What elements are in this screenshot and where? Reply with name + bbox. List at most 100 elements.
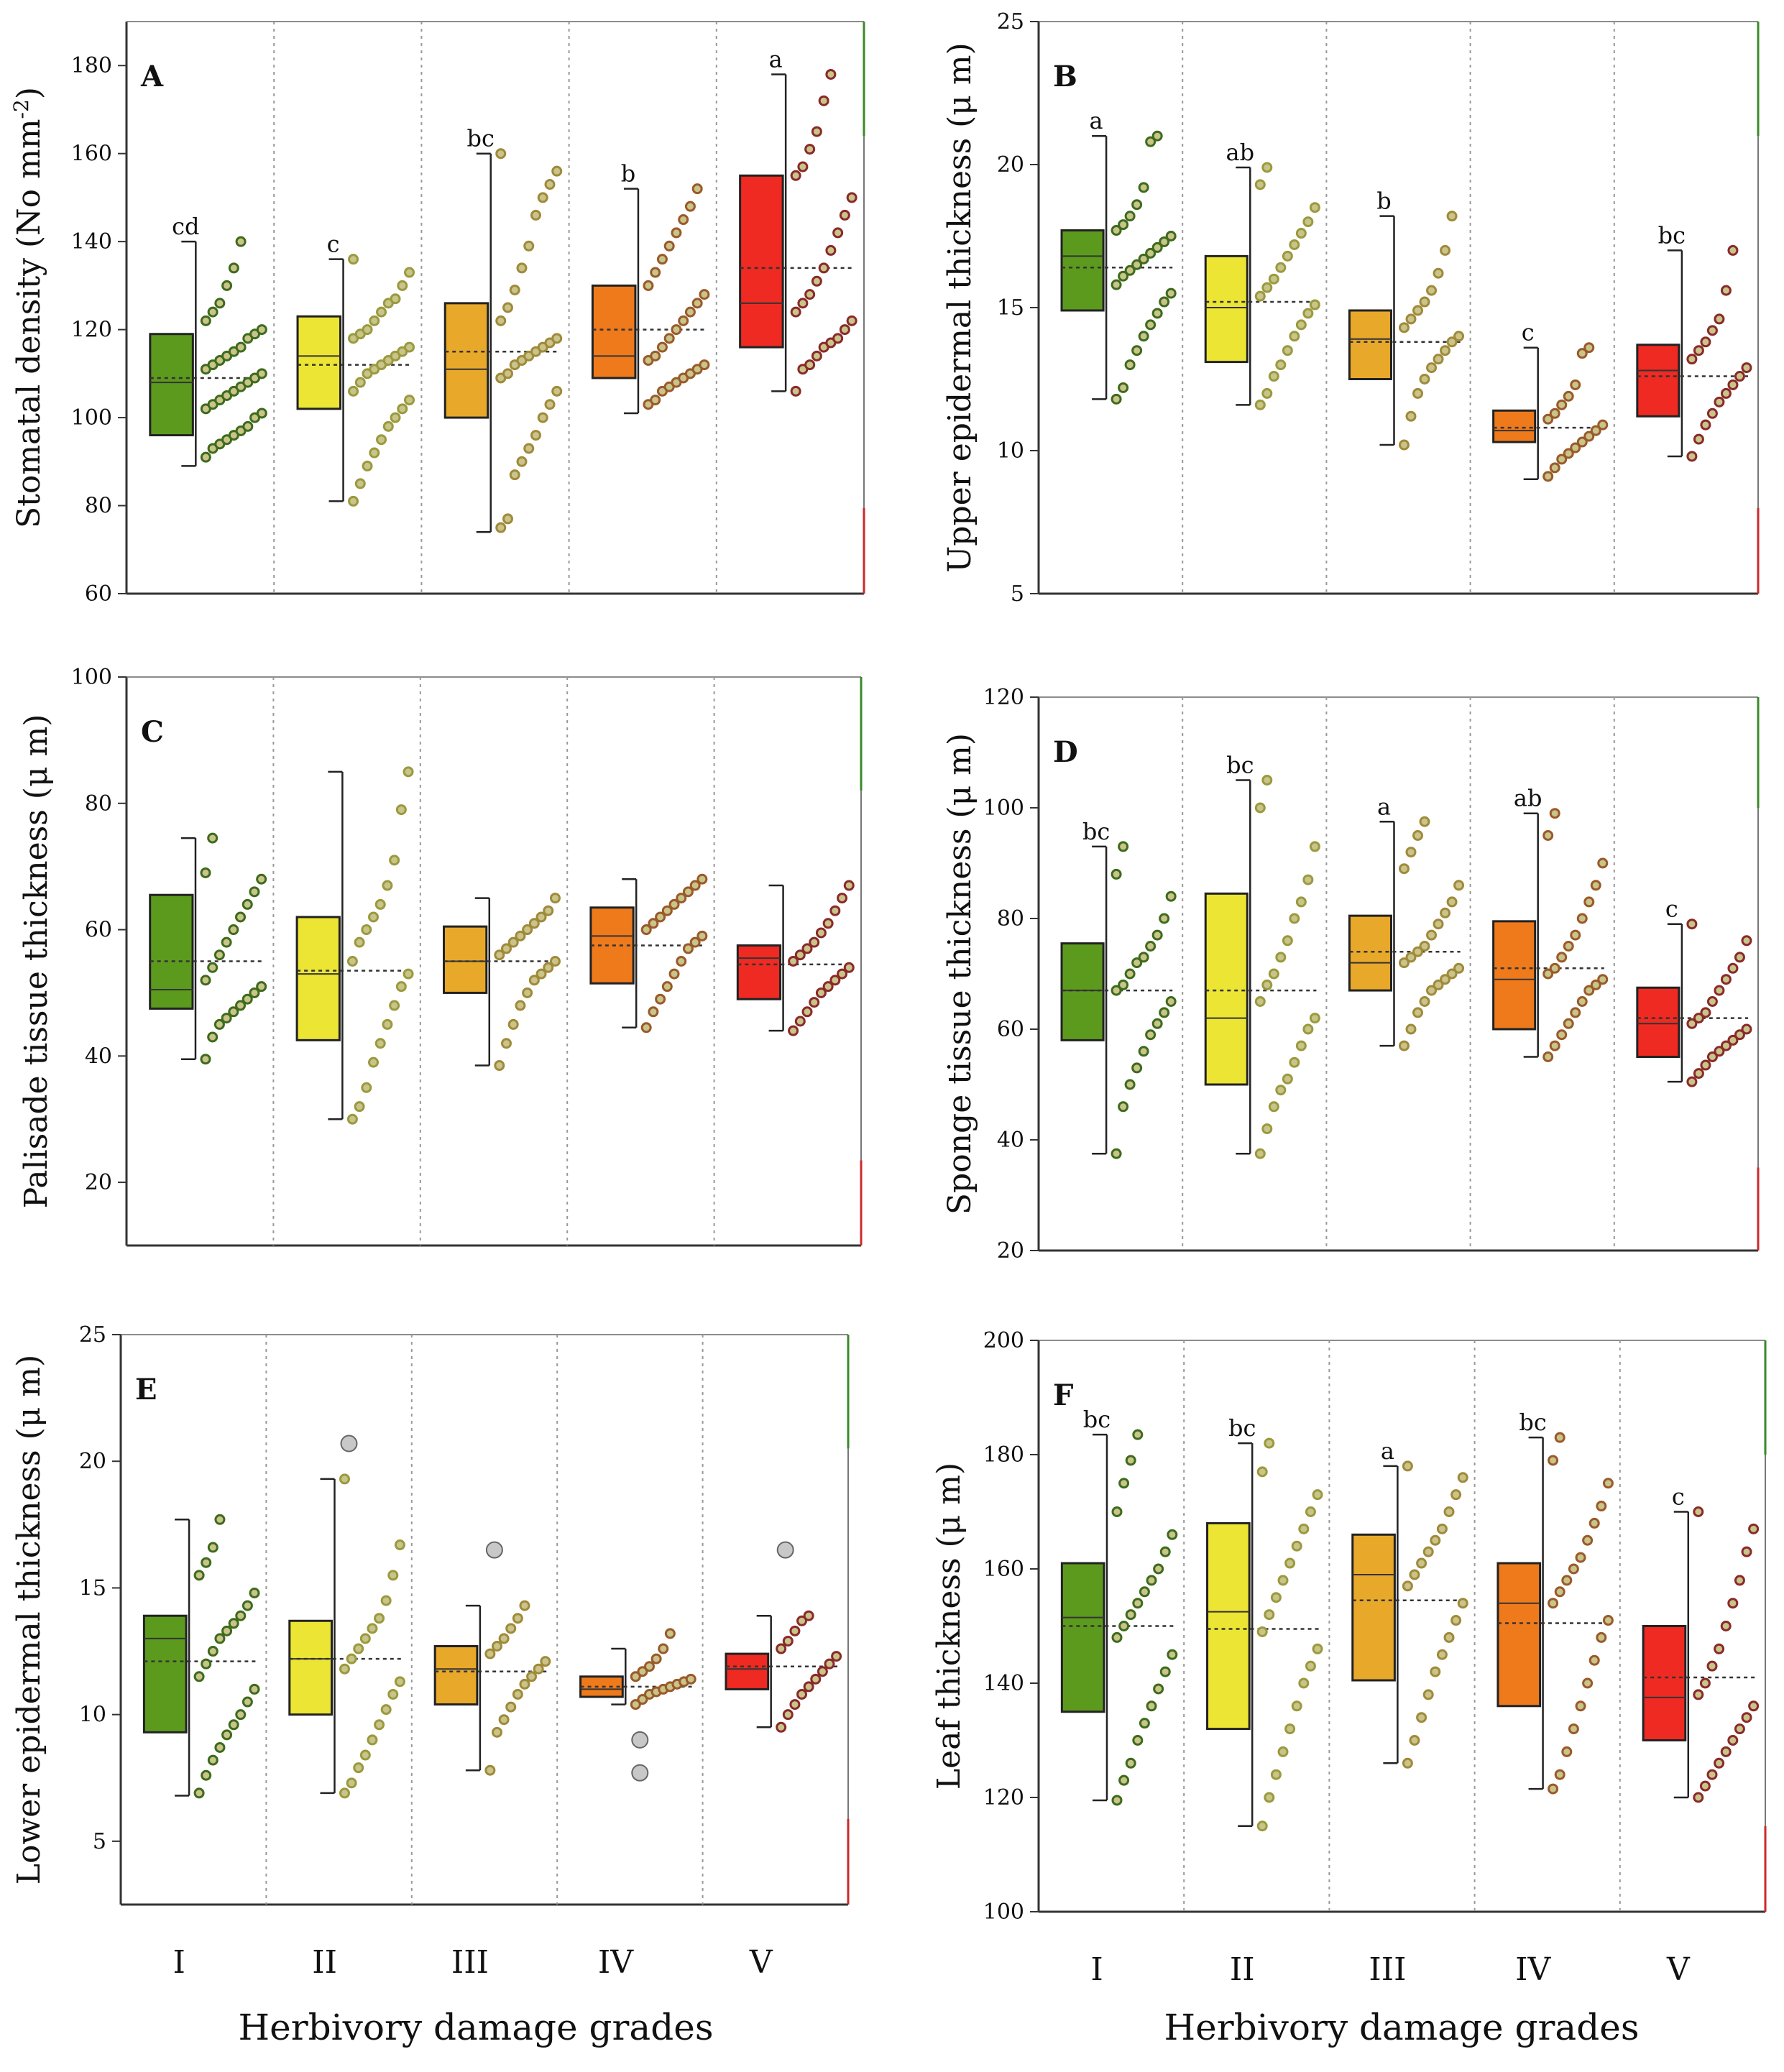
data-point xyxy=(1111,868,1122,880)
data-point xyxy=(530,209,541,221)
y-tick-label: 15 xyxy=(997,295,1024,321)
x-tick-label: I xyxy=(1090,1951,1103,1988)
data-point xyxy=(200,867,211,878)
data-point xyxy=(1556,399,1568,410)
y-tick-label: 100 xyxy=(71,405,112,430)
data-point xyxy=(1282,935,1293,947)
data-point xyxy=(671,324,682,336)
box-group-ii xyxy=(288,1435,405,1799)
box-group-ii: bc xyxy=(1204,752,1320,1159)
data-point xyxy=(1302,874,1314,885)
data-point xyxy=(380,1704,392,1716)
data-point xyxy=(1309,1013,1320,1024)
data-point xyxy=(1402,1757,1413,1769)
data-point xyxy=(1302,308,1314,319)
data-point xyxy=(1416,1712,1427,1723)
data-point xyxy=(1111,1148,1122,1159)
data-point xyxy=(368,911,380,923)
data-point xyxy=(249,1587,260,1598)
data-point xyxy=(1289,239,1300,250)
data-point xyxy=(367,1734,378,1746)
box-group-v xyxy=(736,880,855,1036)
data-point xyxy=(380,1595,392,1606)
data-point xyxy=(1590,425,1601,436)
data-point xyxy=(505,1623,517,1634)
data-point xyxy=(640,1022,652,1033)
data-point xyxy=(1548,1783,1559,1795)
data-point xyxy=(1167,1529,1178,1540)
y-tick-label: 25 xyxy=(997,9,1024,34)
x-axis-title-left: Herbivory damage grades xyxy=(239,2007,714,2048)
y-tick-label: 80 xyxy=(85,791,112,816)
data-point xyxy=(1145,136,1157,147)
data-point xyxy=(1563,390,1574,402)
data-point xyxy=(1446,896,1458,908)
data-point xyxy=(1118,219,1129,231)
y-tick-label: 15 xyxy=(79,1575,106,1601)
significance-letter: a xyxy=(1090,107,1103,134)
significance-letter: a xyxy=(769,45,783,73)
data-point xyxy=(207,1542,219,1553)
data-point xyxy=(1275,952,1287,963)
box-group-ii xyxy=(295,766,414,1125)
box xyxy=(1351,1533,1396,1682)
data-point xyxy=(1457,1472,1468,1483)
data-point xyxy=(1261,387,1273,399)
data-point xyxy=(1151,929,1163,941)
y-tick-label: 100 xyxy=(983,796,1024,821)
data-point xyxy=(1275,359,1287,371)
data-point xyxy=(1693,433,1704,445)
data-point xyxy=(1727,1735,1739,1746)
data-point xyxy=(1312,1643,1323,1654)
data-point xyxy=(1291,1540,1302,1552)
data-point xyxy=(1159,236,1170,247)
data-point xyxy=(1436,1523,1448,1534)
data-point xyxy=(691,183,703,195)
y-tick-label: 60 xyxy=(997,1017,1024,1042)
data-point xyxy=(376,434,387,446)
data-point xyxy=(1261,282,1273,293)
data-point xyxy=(1588,1654,1600,1666)
box xyxy=(142,1614,188,1733)
data-point xyxy=(1124,264,1136,276)
data-point xyxy=(1597,974,1609,985)
data-point xyxy=(213,1018,225,1030)
data-point xyxy=(1727,962,1739,974)
box xyxy=(1060,229,1105,312)
data-point xyxy=(1453,331,1465,342)
data-point xyxy=(1111,225,1122,236)
data-point xyxy=(1131,259,1143,270)
data-point xyxy=(655,993,666,1005)
data-point xyxy=(535,911,547,923)
data-point xyxy=(207,832,219,844)
data-point xyxy=(549,893,561,904)
data-point xyxy=(1138,1046,1149,1057)
data-point xyxy=(650,1653,662,1664)
data-point xyxy=(803,1681,814,1693)
data-point xyxy=(1159,1007,1170,1018)
data-point xyxy=(796,1615,808,1626)
data-point xyxy=(214,298,226,309)
y-tick-label: 140 xyxy=(71,229,112,254)
data-point xyxy=(1268,273,1279,285)
data-point xyxy=(1576,436,1588,448)
data-point xyxy=(1132,1429,1144,1440)
data-point xyxy=(242,1696,253,1708)
data-point xyxy=(376,306,387,318)
data-point xyxy=(1720,387,1732,399)
data-point xyxy=(782,1635,794,1647)
data-point xyxy=(1602,1615,1614,1626)
data-point xyxy=(822,981,834,993)
data-point xyxy=(537,192,548,203)
data-point xyxy=(1409,1735,1420,1746)
data-point xyxy=(201,1658,212,1670)
box-group-iii: bc xyxy=(443,125,563,533)
data-point xyxy=(1132,1735,1144,1746)
data-point xyxy=(382,1018,393,1030)
data-point xyxy=(1457,1598,1468,1609)
data-point xyxy=(1254,179,1266,190)
data-point xyxy=(1554,1769,1565,1780)
data-point xyxy=(1165,996,1177,1007)
data-point xyxy=(1125,1757,1136,1769)
x-axis-title-right: Herbivory damage grades xyxy=(1164,2007,1640,2048)
